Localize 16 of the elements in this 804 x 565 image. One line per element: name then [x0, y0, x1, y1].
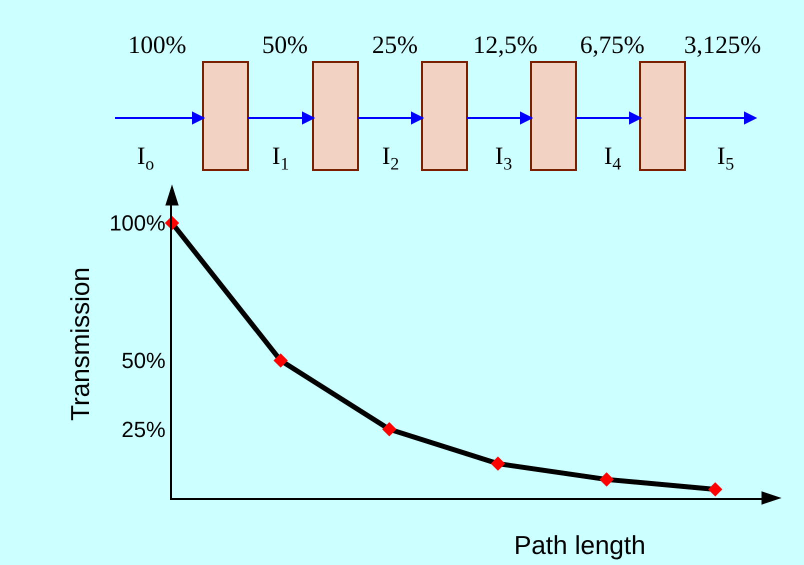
text: 25%	[372, 32, 418, 59]
x-axis-title: Path length	[514, 530, 646, 560]
text: 12,5%	[473, 32, 538, 59]
y-tick-label: 100%	[109, 210, 166, 236]
text: 50%	[262, 32, 308, 59]
y-tick-label: 25%	[122, 416, 166, 442]
text: I$_{o}$	[137, 143, 154, 174]
text: 6,75%	[580, 32, 645, 59]
text: 3,125%	[684, 32, 762, 59]
text: I$_{1}$	[272, 143, 290, 174]
y-tick-label: 50%	[122, 348, 166, 374]
text: I$_{5}$	[717, 143, 734, 174]
text: I$_{4}$	[604, 143, 622, 174]
text: I$_{3}$	[495, 143, 512, 174]
text: I$_{2}$	[382, 143, 400, 174]
y-axis-title: Transmission	[65, 267, 96, 421]
